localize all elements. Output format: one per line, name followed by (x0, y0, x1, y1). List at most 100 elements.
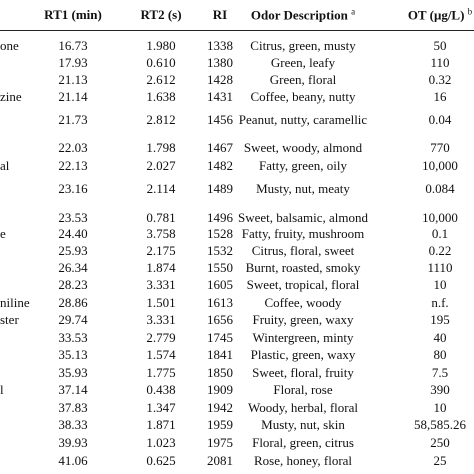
table-cell: 1.574 (146, 347, 176, 362)
table-cell: 1532 (207, 243, 233, 258)
table-cell: 1841 (207, 347, 233, 362)
table-cell: 1.775 (146, 365, 176, 380)
compound-name: l (0, 382, 4, 397)
table-cell: 195 (430, 312, 450, 327)
table-cell: 110 (430, 55, 450, 70)
table-cell: 7.5 (431, 365, 449, 380)
table-cell: 50 (433, 38, 447, 53)
table-cell: 2.027 (146, 158, 176, 173)
column-header: RT1 (min) (44, 7, 102, 23)
table-cell: 17.93 (58, 55, 88, 70)
table-cell: 1110 (427, 260, 453, 275)
compound-name: niline (0, 295, 30, 310)
table-cell: Woody, herbal, floral (247, 400, 359, 415)
table-cell: Sweet, balsamic, almond (238, 210, 368, 225)
column-header: Odor Description a (251, 6, 355, 23)
table-cell: 1.871 (146, 417, 176, 432)
table-cell: 0.610 (146, 55, 176, 70)
table-cell: 1.798 (146, 140, 176, 155)
compound-name: ster (0, 312, 19, 327)
compound-name: one (0, 38, 19, 53)
table-cell: 1656 (207, 312, 233, 327)
table-cell: Floral, green, citrus (252, 435, 354, 450)
table-cell: 0.22 (428, 243, 452, 258)
table-cell: 21.14 (58, 89, 88, 104)
table-cell: Wintergreen, minty (252, 330, 354, 345)
table-cell: 25 (433, 453, 447, 468)
table-cell: 35.13 (58, 347, 88, 362)
table-cell: 0.1 (431, 226, 449, 241)
table-cell: 1.501 (146, 295, 176, 310)
table-cell: 1909 (207, 382, 233, 397)
table-cell: 28.23 (58, 277, 88, 292)
table-cell: 1745 (207, 330, 233, 345)
table-cell: 40 (433, 330, 447, 345)
table-cell: 3.331 (146, 312, 176, 327)
table-cell: 1.023 (146, 435, 176, 450)
table-cell: 58,585.26 (414, 417, 466, 432)
table-cell: 2.114 (146, 181, 176, 196)
table-cell: 22.13 (58, 158, 88, 173)
table-cell: Green, floral (269, 72, 337, 87)
table-cell: 0.781 (146, 210, 176, 225)
table-cell: Peanut, nutty, caramellic (238, 112, 368, 127)
table-cell: Fatty, fruity, mushroom (241, 226, 365, 241)
table-cell: Fatty, green, oily (259, 158, 347, 173)
table-cell: Musty, nut, meaty (256, 181, 350, 196)
table-cell: 1613 (207, 295, 233, 310)
table-cell: n.f. (431, 295, 449, 310)
table-cell: 33.53 (58, 330, 88, 345)
table-cell: 10,000 (422, 158, 458, 173)
table-cell: 28.86 (58, 295, 88, 310)
column-header: OT (μg/L) b (408, 6, 472, 23)
table-cell: 1942 (207, 400, 233, 415)
table-cell: 1.874 (146, 260, 176, 275)
table-cell: 37.83 (58, 400, 88, 415)
table-cell: 10,000 (422, 210, 458, 225)
compound-name: al (0, 158, 10, 173)
table-cell: Burnt, roasted, smoky (245, 260, 361, 275)
table-cell: Rose, honey, floral (253, 453, 353, 468)
table-cell: 1975 (207, 435, 233, 450)
table-cell: 1.638 (146, 89, 176, 104)
compound-name: e (0, 226, 6, 241)
table-cell: 1850 (207, 365, 233, 380)
table-cell: 10 (433, 400, 447, 415)
header-text: RT1 (min) (44, 7, 102, 22)
table-cell: 2.812 (146, 112, 176, 127)
table-cell: 0.04 (428, 112, 452, 127)
table-cell: Musty, nut, skin (261, 417, 345, 432)
table-cell: 0.084 (425, 181, 455, 196)
header-text: OT (μg/L) (407, 7, 465, 23)
table-cell: 41.06 (58, 453, 88, 468)
header-rule (0, 30, 474, 31)
table-cell: 23.16 (58, 181, 88, 196)
table-cell: 10 (433, 277, 447, 292)
header-text: Odor Description (250, 7, 348, 23)
footnote-mark: b (467, 6, 473, 17)
table-cell: Citrus, floral, sweet (251, 243, 355, 258)
table-cell: 2.175 (146, 243, 176, 258)
table-cell: 1380 (207, 55, 233, 70)
table-cell: Sweet, floral, fruity (252, 365, 354, 380)
table-cell: 1496 (207, 210, 233, 225)
header-text: RI (212, 7, 228, 22)
table-cell: Coffee, woody (264, 295, 342, 310)
table-cell: 1.347 (146, 400, 176, 415)
table-cell: 1550 (207, 260, 233, 275)
table-cell: 21.13 (58, 72, 88, 87)
table-cell: 39.93 (58, 435, 88, 450)
table-cell: 1489 (207, 181, 233, 196)
table-cell: 1456 (207, 112, 233, 127)
table-cell: 35.93 (58, 365, 88, 380)
table-cell: 1467 (207, 140, 233, 155)
column-header: RI (213, 7, 227, 23)
compound-name: zine (0, 89, 22, 104)
table-cell: 770 (430, 140, 450, 155)
table-cell: 0.32 (428, 72, 452, 87)
table-cell: 25.93 (58, 243, 88, 258)
table-cell: Sweet, woody, almond (243, 140, 363, 155)
table-cell: 29.74 (58, 312, 88, 327)
table-cell: 37.14 (58, 382, 88, 397)
